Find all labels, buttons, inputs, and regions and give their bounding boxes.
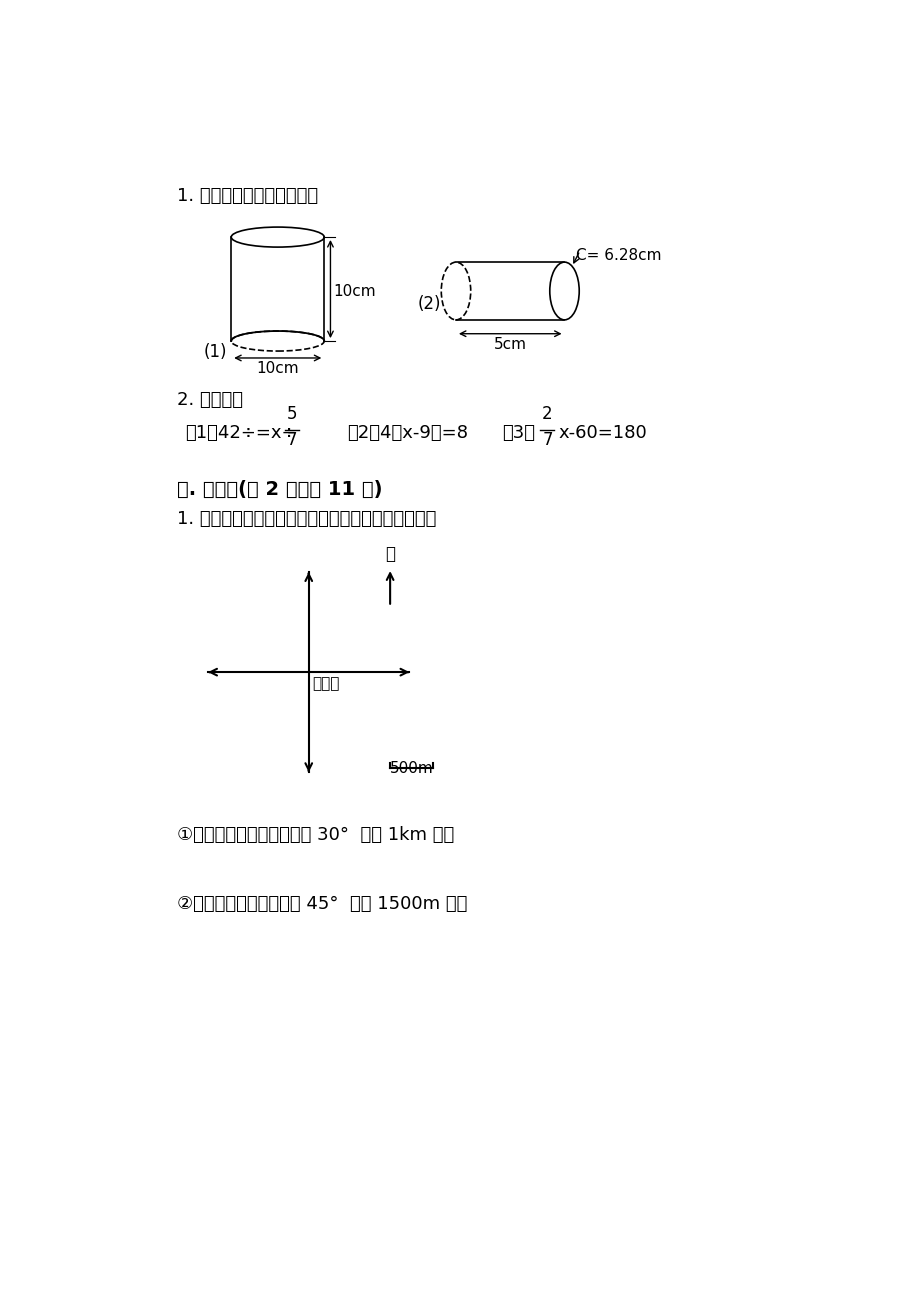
Text: 7: 7 (541, 431, 552, 449)
Text: x-60=180: x-60=180 (558, 424, 646, 443)
Text: 5cm: 5cm (494, 337, 527, 352)
Text: 500m: 500m (389, 760, 433, 776)
Text: 2. 解方程。: 2. 解方程。 (176, 391, 243, 409)
Text: 五. 作图题(共 2 题，共 11 分): 五. 作图题(共 2 题，共 11 分) (176, 479, 382, 499)
Text: 2: 2 (541, 405, 552, 423)
Text: （3）: （3） (502, 424, 535, 443)
Text: ①乐乐家在电视塔的北偏东 30°  方向 1km 处。: ①乐乐家在电视塔的北偏东 30° 方向 1km 处。 (176, 827, 454, 844)
Text: 10cm: 10cm (334, 284, 376, 298)
Text: 1. 计算下面圆柱的表面积。: 1. 计算下面圆柱的表面积。 (176, 187, 318, 204)
Text: (1): (1) (204, 342, 227, 361)
Text: 7: 7 (286, 431, 297, 449)
Text: （2）4（x-9）=8: （2）4（x-9）=8 (347, 424, 468, 443)
Text: 1. 根据下面的描述，在平面图上标出各场所的位置。: 1. 根据下面的描述，在平面图上标出各场所的位置。 (176, 510, 436, 529)
Text: 电视塔: 电视塔 (312, 676, 339, 691)
Text: (2): (2) (417, 294, 440, 312)
Text: ②商场在电视塔的南偏西 45°  方向 1500m 处。: ②商场在电视塔的南偏西 45° 方向 1500m 处。 (176, 896, 467, 914)
Text: （1）42÷=x÷: （1）42÷=x÷ (185, 424, 296, 443)
Text: 5: 5 (286, 405, 297, 423)
Text: 10cm: 10cm (256, 361, 299, 376)
Text: C= 6.28cm: C= 6.28cm (575, 249, 661, 263)
Text: 北: 北 (385, 544, 394, 562)
